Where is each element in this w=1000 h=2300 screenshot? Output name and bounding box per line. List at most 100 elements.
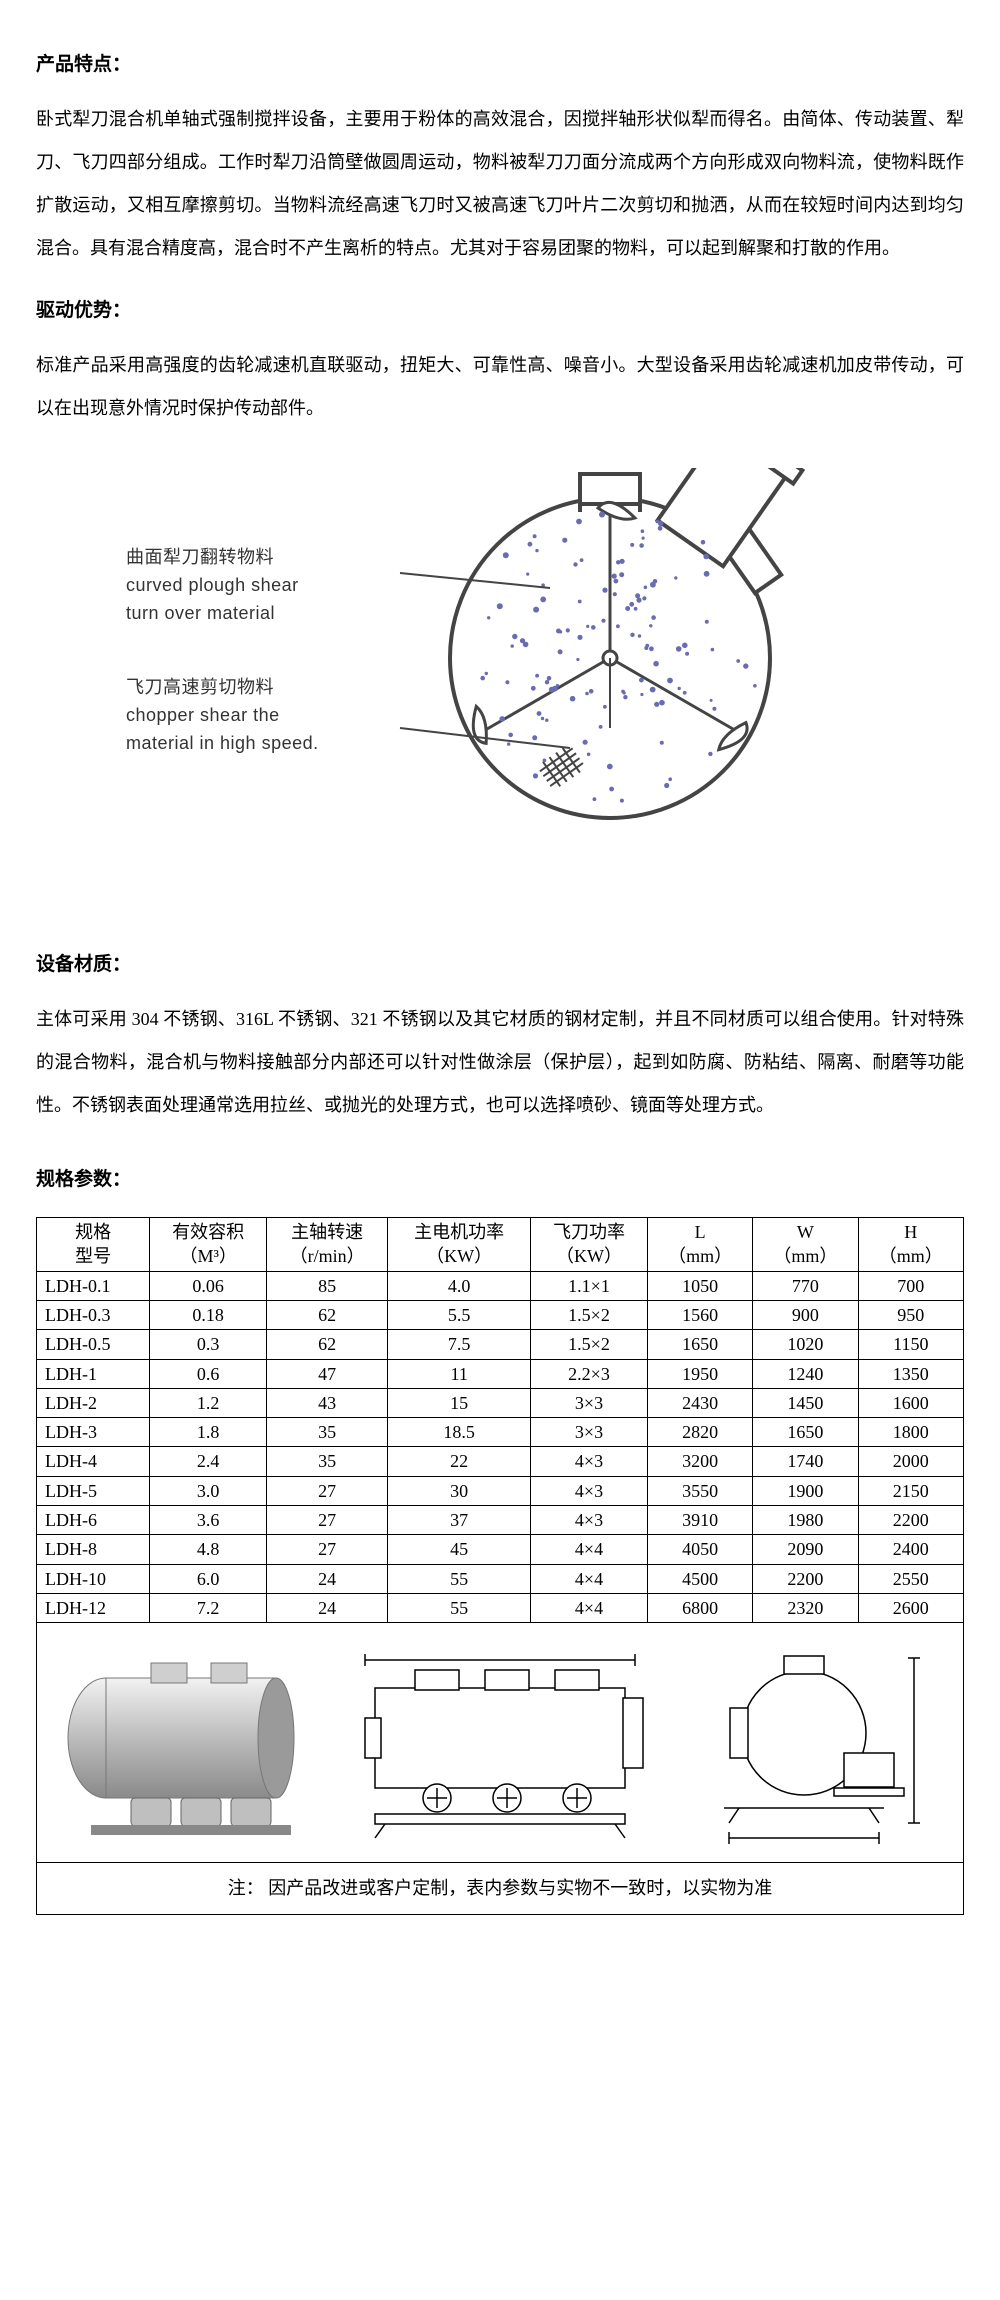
table-header-cell: 有效容积（M³） <box>150 1218 267 1272</box>
table-row: LDH-127.224554×4680023202600 <box>37 1593 964 1622</box>
table-cell: LDH-8 <box>37 1535 150 1564</box>
diagram-label-plough: 曲面犁刀翻转物料 curved plough shear turn over m… <box>126 544 356 628</box>
table-cell: 7.5 <box>388 1330 531 1359</box>
table-header-cell: L（mm） <box>647 1218 752 1272</box>
table-row: LDH-21.243153×3243014501600 <box>37 1388 964 1417</box>
table-cell: 1950 <box>647 1359 752 1388</box>
table-cell: 4×3 <box>531 1506 648 1535</box>
drive-title: 驱动优势： <box>36 288 964 334</box>
table-cell: 4500 <box>647 1564 752 1593</box>
table-cell: 4.0 <box>388 1271 531 1300</box>
table-cell: 2200 <box>753 1564 858 1593</box>
table-cell: 1.5×2 <box>531 1330 648 1359</box>
table-cell: 3910 <box>647 1506 752 1535</box>
table-cell: 4.8 <box>150 1535 267 1564</box>
table-cell: 2600 <box>858 1593 963 1622</box>
table-cell: 3200 <box>647 1447 752 1476</box>
label2-cn: 飞刀高速剪切物料 <box>126 674 356 702</box>
table-cell: 27 <box>267 1506 388 1535</box>
table-header-cell: 规格型号 <box>37 1218 150 1272</box>
dim-w-label: W <box>796 1821 812 1838</box>
table-cell: 1650 <box>647 1330 752 1359</box>
table-cell: 1350 <box>858 1359 963 1388</box>
material-title: 设备材质： <box>36 942 964 988</box>
table-cell: 2090 <box>753 1535 858 1564</box>
dim-h-label: H <box>926 1733 934 1750</box>
table-cell: 15 <box>388 1388 531 1417</box>
table-cell: 27 <box>267 1476 388 1505</box>
table-cell: 1020 <box>753 1330 858 1359</box>
table-cell: 1.5×2 <box>531 1300 648 1329</box>
table-cell: 2430 <box>647 1388 752 1417</box>
table-row: LDH-10.647112.2×3195012401350 <box>37 1359 964 1388</box>
table-cell: 11 <box>388 1359 531 1388</box>
table-cell: LDH-2 <box>37 1388 150 1417</box>
table-cell: 1740 <box>753 1447 858 1476</box>
machine-photo-cell <box>37 1623 335 1862</box>
table-header-cell: 主轴转速（r/min） <box>267 1218 388 1272</box>
label1-en2: turn over material <box>126 600 356 628</box>
table-cell: 62 <box>267 1300 388 1329</box>
table-cell: LDH-10 <box>37 1564 150 1593</box>
table-cell: 1800 <box>858 1418 963 1447</box>
dimension-figures-row: L <box>36 1623 964 1863</box>
label2-en1: chopper shear the <box>126 702 356 730</box>
table-cell: 3.0 <box>150 1476 267 1505</box>
table-cell: LDH-0.5 <box>37 1330 150 1359</box>
table-cell: 4×4 <box>531 1564 648 1593</box>
table-cell: 900 <box>753 1300 858 1329</box>
table-cell: 1.2 <box>150 1388 267 1417</box>
table-cell: 0.6 <box>150 1359 267 1388</box>
spec-thead: 规格型号有效容积（M³）主轴转速（r/min）主电机功率（KW）飞刀功率（KW）… <box>37 1218 964 1272</box>
table-cell: 2.2×3 <box>531 1359 648 1388</box>
table-cell: 47 <box>267 1359 388 1388</box>
table-cell: 2550 <box>858 1564 963 1593</box>
table-cell: 4×4 <box>531 1535 648 1564</box>
table-cell: 45 <box>388 1535 531 1564</box>
table-cell: LDH-0.1 <box>37 1271 150 1300</box>
table-cell: 3550 <box>647 1476 752 1505</box>
table-cell: 43 <box>267 1388 388 1417</box>
spec-tbody: LDH-0.10.06854.01.1×11050770700LDH-0.30.… <box>37 1271 964 1623</box>
table-row: LDH-63.627374×3391019802200 <box>37 1506 964 1535</box>
table-cell: 0.3 <box>150 1330 267 1359</box>
table-row: LDH-84.827454×4405020902400 <box>37 1535 964 1564</box>
features-title: 产品特点： <box>36 42 964 88</box>
table-cell: 27 <box>267 1535 388 1564</box>
table-cell: 24 <box>267 1564 388 1593</box>
table-cell: LDH-5 <box>37 1476 150 1505</box>
material-body: 主体可采用 304 不锈钢、316L 不锈钢、321 不锈钢以及其它材质的钢材定… <box>36 998 964 1128</box>
table-cell: 85 <box>267 1271 388 1300</box>
table-cell: 950 <box>858 1300 963 1329</box>
table-cell: 35 <box>267 1418 388 1447</box>
table-cell: 6800 <box>647 1593 752 1622</box>
table-cell: 2320 <box>753 1593 858 1622</box>
table-cell: 2150 <box>858 1476 963 1505</box>
table-cell: 30 <box>388 1476 531 1505</box>
table-cell: 2400 <box>858 1535 963 1564</box>
table-cell: 700 <box>858 1271 963 1300</box>
table-header-cell: 飞刀功率（KW） <box>531 1218 648 1272</box>
table-row: LDH-53.027304×3355019002150 <box>37 1476 964 1505</box>
spec-footer-note: 注： 因产品改进或客户定制，表内参数与实物不一致时，以实物为准 <box>36 1863 964 1915</box>
table-cell: 5.5 <box>388 1300 531 1329</box>
table-cell: 35 <box>267 1447 388 1476</box>
table-cell: 37 <box>388 1506 531 1535</box>
table-cell: 4050 <box>647 1535 752 1564</box>
side-view-cell: H W <box>665 1623 963 1862</box>
table-header-cell: W（mm） <box>753 1218 858 1272</box>
table-cell: 3×3 <box>531 1418 648 1447</box>
table-cell: LDH-6 <box>37 1506 150 1535</box>
table-cell: 1150 <box>858 1330 963 1359</box>
table-cell: 0.06 <box>150 1271 267 1300</box>
table-cell: 2.4 <box>150 1447 267 1476</box>
front-view-cell: L <box>335 1623 665 1862</box>
table-row: LDH-31.83518.53×3282016501800 <box>37 1418 964 1447</box>
table-cell: 0.18 <box>150 1300 267 1329</box>
table-cell: 7.2 <box>150 1593 267 1622</box>
table-header-cell: H（mm） <box>858 1218 963 1272</box>
table-cell: 1560 <box>647 1300 752 1329</box>
table-cell: 1600 <box>858 1388 963 1417</box>
table-cell: 1980 <box>753 1506 858 1535</box>
table-row: LDH-42.435224×3320017402000 <box>37 1447 964 1476</box>
